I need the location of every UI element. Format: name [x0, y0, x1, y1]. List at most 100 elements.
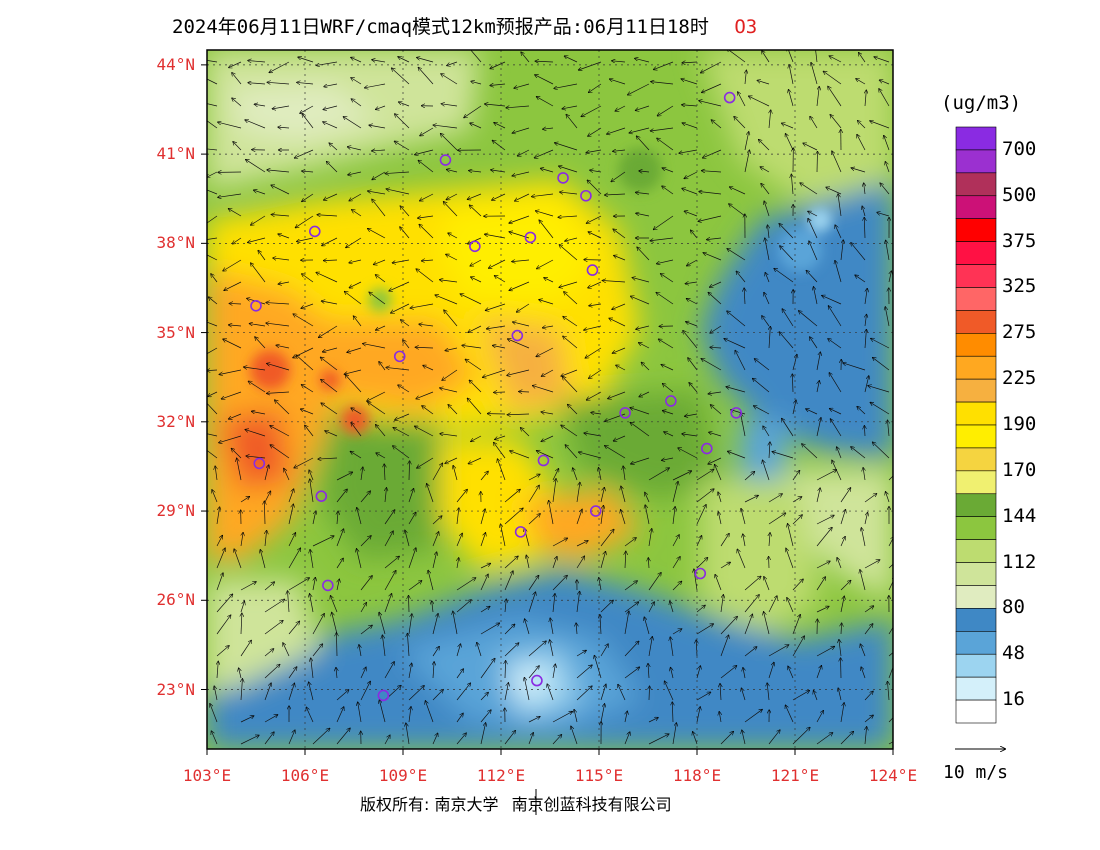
concentration-field	[192, 50, 893, 749]
wind-arrow	[874, 57, 890, 63]
station-marker	[730, 407, 743, 419]
wind-arrow	[744, 614, 752, 635]
color-bar-segment	[955, 447, 997, 472]
wind-arrow	[541, 435, 554, 441]
wind-arrow	[764, 201, 770, 217]
wind-arrow	[392, 259, 410, 263]
wind-arrow	[574, 710, 578, 723]
wind-arrow	[564, 56, 578, 63]
wind-arrow	[765, 273, 770, 283]
wind-arrow	[321, 380, 338, 393]
wind-arrow	[470, 50, 482, 63]
wind-arrow	[559, 245, 578, 261]
wind-arrow	[830, 409, 842, 415]
wind-arrow	[649, 686, 650, 701]
wind-arrow	[273, 258, 290, 260]
color-bar-segment	[955, 378, 997, 403]
wind-arrow	[415, 426, 434, 437]
wind-arrow	[543, 128, 554, 129]
wind-arrow	[379, 612, 386, 635]
wind-arrow	[701, 61, 722, 73]
wind-arrow	[785, 134, 794, 151]
wind-arrow	[447, 169, 458, 173]
wind-arrow	[207, 78, 218, 85]
wind-arrow	[330, 596, 338, 613]
wind-arrow	[251, 263, 266, 283]
wind-arrow	[223, 259, 242, 271]
wind-arrow	[312, 511, 316, 525]
wind-arrow	[832, 460, 842, 481]
wind-arrow	[685, 414, 698, 416]
wind-arrow	[539, 300, 554, 305]
wind-arrow	[648, 734, 669, 745]
wind-arrow	[385, 172, 410, 174]
wind-arrow	[835, 225, 842, 239]
wind-arrow	[696, 558, 708, 569]
wind-arrow	[696, 624, 713, 635]
wind-arrow	[772, 452, 794, 459]
wind-arrow	[645, 505, 650, 525]
wind-arrow	[456, 683, 470, 701]
wind-arrow	[624, 641, 639, 657]
wind-arrow	[288, 730, 295, 745]
pollutant-species: O3	[734, 16, 758, 38]
wind-arrow	[735, 351, 746, 371]
wind-arrow	[432, 552, 437, 569]
lon-label: 115°E	[574, 766, 624, 785]
station-marker	[192, 625, 202, 635]
wind-arrow	[816, 646, 834, 657]
wind-arrow	[485, 104, 506, 106]
wind-arrow	[857, 135, 866, 151]
lon-label: 109°E	[378, 766, 428, 785]
wind-arrow	[727, 249, 746, 261]
wind-arrow	[708, 457, 722, 464]
wind-arrow	[662, 458, 674, 460]
wind-arrow	[552, 479, 556, 503]
wind-arrow	[336, 668, 337, 679]
wind-arrow	[266, 303, 290, 304]
wind-arrow	[888, 577, 893, 591]
wind-arrow	[708, 392, 722, 394]
station-marker	[511, 329, 524, 342]
wind-arrow	[648, 573, 661, 591]
wind-arrow	[239, 668, 241, 679]
wind-arrow	[283, 643, 290, 657]
wind-arrow	[445, 347, 458, 351]
wind-arrow	[861, 667, 866, 679]
wind-arrow	[302, 114, 314, 129]
wind-arrow	[372, 60, 386, 62]
wind-arrow	[864, 494, 877, 503]
wind-arrow	[229, 413, 242, 419]
wind-arrow	[504, 571, 513, 591]
wind-arrow	[264, 665, 280, 679]
org-chuanglan: 南京创蓝科技有限公司	[511, 795, 672, 814]
wind-arrow	[240, 735, 259, 745]
wind-arrow	[871, 338, 890, 349]
wind-arrow	[788, 666, 794, 679]
wind-arrow	[528, 474, 540, 481]
wind-arrow	[265, 531, 267, 547]
wind-arrow	[465, 359, 482, 371]
wind-arrow	[441, 104, 458, 106]
wind-arrow	[864, 289, 867, 305]
wind-arrow	[742, 730, 746, 745]
wind-arrow	[337, 511, 338, 525]
wind-arrow	[682, 62, 698, 63]
wind-arrow	[727, 311, 746, 327]
wind-arrow	[528, 485, 539, 503]
wind-arrow	[782, 123, 794, 129]
wind-arrow	[467, 193, 482, 199]
wind-arrow	[325, 431, 338, 437]
wind-arrow	[288, 591, 289, 613]
wind-arrow	[352, 210, 362, 217]
color-bar-segment	[955, 699, 997, 724]
wind-arrow	[345, 375, 362, 393]
wind-arrow	[828, 86, 842, 107]
station-marker	[514, 526, 527, 538]
wind-arrow	[528, 666, 539, 679]
wind-arrow	[863, 468, 865, 481]
wind-arrow	[316, 272, 338, 283]
wind-arrow	[703, 253, 722, 261]
wind-arrow	[768, 662, 774, 679]
wind-arrow	[724, 339, 746, 349]
